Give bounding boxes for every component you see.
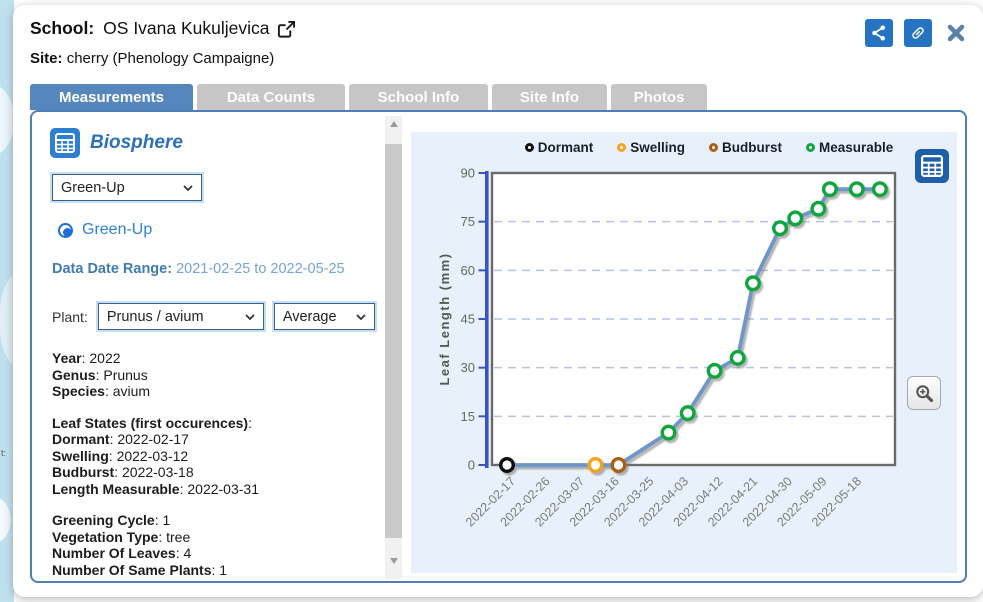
map-fragment-text: t: bbox=[1, 448, 7, 458]
site-value: cherry (Phenology Campaigne) bbox=[66, 50, 275, 67]
svg-text:90: 90 bbox=[461, 166, 475, 181]
zoom-in-icon bbox=[915, 384, 933, 402]
stat-genus: GenusPrunus bbox=[52, 367, 381, 384]
svg-text:75: 75 bbox=[461, 214, 475, 229]
dialog-actions bbox=[865, 19, 969, 47]
campaign-select-value: Green-Up bbox=[61, 179, 125, 196]
stat-number-of-same-plants: Number Of Same Plants1 bbox=[52, 562, 381, 579]
date-range-value: 2021-02-25 to 2022-05-25 bbox=[176, 261, 345, 277]
measurable-marker-icon bbox=[805, 143, 815, 152]
panel-scrollbar[interactable] bbox=[385, 116, 402, 579]
budburst-marker-icon bbox=[708, 143, 718, 152]
chevron-down-icon bbox=[183, 184, 193, 191]
svg-text:60: 60 bbox=[461, 263, 475, 278]
chevron-down-icon bbox=[356, 313, 366, 320]
scrollbar-thumb[interactable] bbox=[385, 144, 402, 538]
tab-site-info[interactable]: Site Info bbox=[492, 84, 607, 110]
tab-school-info[interactable]: School Info bbox=[349, 84, 488, 110]
tab-measurements[interactable]: Measurements bbox=[30, 84, 193, 110]
greenup-radio[interactable]: Green-Up bbox=[58, 221, 381, 239]
aggregation-select-value: Average bbox=[282, 308, 337, 325]
scroll-up-button[interactable] bbox=[385, 116, 402, 132]
site-title: Site: cherry (Phenology Campaigne) bbox=[30, 50, 274, 67]
svg-text:45: 45 bbox=[461, 312, 475, 327]
campaign-select[interactable]: Green-Up bbox=[52, 174, 202, 201]
school-detail-dialog: School: OS Ivana Kukuljevica Site: cherr… bbox=[13, 5, 983, 597]
greenup-radio-label: Green-Up bbox=[82, 221, 153, 238]
school-label: School: bbox=[30, 18, 95, 38]
link-button[interactable] bbox=[904, 19, 932, 47]
chart-zoom-button[interactable] bbox=[907, 376, 941, 410]
leaf-state-swelling: Swelling2022-03-12 bbox=[52, 448, 381, 465]
tab-photos[interactable]: Photos bbox=[611, 84, 707, 110]
plant-label: Plant: bbox=[52, 308, 88, 325]
legend-item-swelling: Swelling bbox=[617, 140, 685, 155]
date-range-label: Data Date Range: bbox=[52, 261, 173, 277]
measurements-tab-content: Biosphere Green-Up Green-Up Data Date Ra… bbox=[30, 110, 967, 583]
leaf-state-dormant: Dormant2022-02-17 bbox=[52, 431, 381, 448]
legend-item-measurable: Measurable bbox=[805, 140, 893, 155]
panel-title: Biosphere bbox=[90, 132, 183, 153]
measurement-summary: Year2022 GenusPrunus Speciesavium Leaf S… bbox=[52, 350, 381, 578]
school-title: School: OS Ivana Kukuljevica bbox=[30, 18, 296, 39]
radio-selected-icon bbox=[58, 222, 73, 238]
stat-greening-cycle: Greening Cycle1 bbox=[52, 512, 381, 529]
stat-number-of-leaves: Number Of Leaves4 bbox=[52, 545, 381, 562]
leaf-states-heading: Leaf States (first occurences) bbox=[52, 415, 381, 432]
show-data-table-button[interactable] bbox=[915, 149, 949, 183]
stat-species: Speciesavium bbox=[52, 383, 381, 400]
external-link-icon[interactable] bbox=[277, 20, 296, 39]
dormant-marker-icon bbox=[524, 143, 534, 152]
tab-bar: Measurements Data Counts School Info Sit… bbox=[30, 84, 707, 110]
svg-text:0: 0 bbox=[468, 458, 475, 473]
svg-text:Leaf Length (mm): Leaf Length (mm) bbox=[437, 252, 452, 385]
close-button[interactable] bbox=[943, 20, 969, 46]
leaf-state-budburst: Budburst2022-03-18 bbox=[52, 464, 381, 481]
plant-select-value: Prunus / avium bbox=[106, 308, 204, 325]
chart-legend: Dormant Swelling Budburst Measurable bbox=[436, 140, 982, 155]
stat-year: Year2022 bbox=[52, 350, 381, 367]
school-name: OS Ivana Kukuljevica bbox=[103, 18, 270, 38]
legend-item-dormant: Dormant bbox=[524, 140, 593, 155]
plant-select[interactable]: Prunus / avium bbox=[97, 303, 264, 330]
stat-vegetation-type: Vegetation Typetree bbox=[52, 529, 381, 546]
swelling-marker-icon bbox=[617, 143, 627, 152]
scroll-up-icon bbox=[389, 121, 398, 127]
share-button[interactable] bbox=[865, 19, 893, 47]
svg-text:15: 15 bbox=[461, 409, 475, 424]
chart-panel: 0 15 30 45 60 75 90 Leaf Length (mm) 2022-02-17 2… bbox=[411, 132, 957, 573]
data-date-range: Data Date Range: 2021-02-25 to 2022-05-2… bbox=[52, 261, 381, 277]
scroll-down-icon bbox=[389, 558, 398, 564]
leaf-state-measurable: Length Measurable2022-03-31 bbox=[52, 481, 381, 498]
measurement-settings-panel: Biosphere Green-Up Green-Up Data Date Ra… bbox=[34, 114, 383, 579]
leaf-length-chart: 0 15 30 45 60 75 90 Leaf Length (mm) 2022-02-17 2… bbox=[411, 132, 957, 573]
tab-data-counts[interactable]: Data Counts bbox=[197, 84, 345, 110]
site-label: Site: bbox=[30, 50, 63, 67]
background-map: t: bbox=[0, 0, 14, 602]
svg-text:30: 30 bbox=[461, 360, 475, 375]
legend-item-budburst: Budburst bbox=[708, 140, 782, 155]
table-icon bbox=[921, 155, 943, 177]
scroll-down-button[interactable] bbox=[385, 553, 402, 569]
biosphere-table-icon bbox=[50, 128, 80, 158]
chevron-down-icon bbox=[245, 313, 255, 320]
aggregation-select[interactable]: Average bbox=[273, 303, 375, 330]
